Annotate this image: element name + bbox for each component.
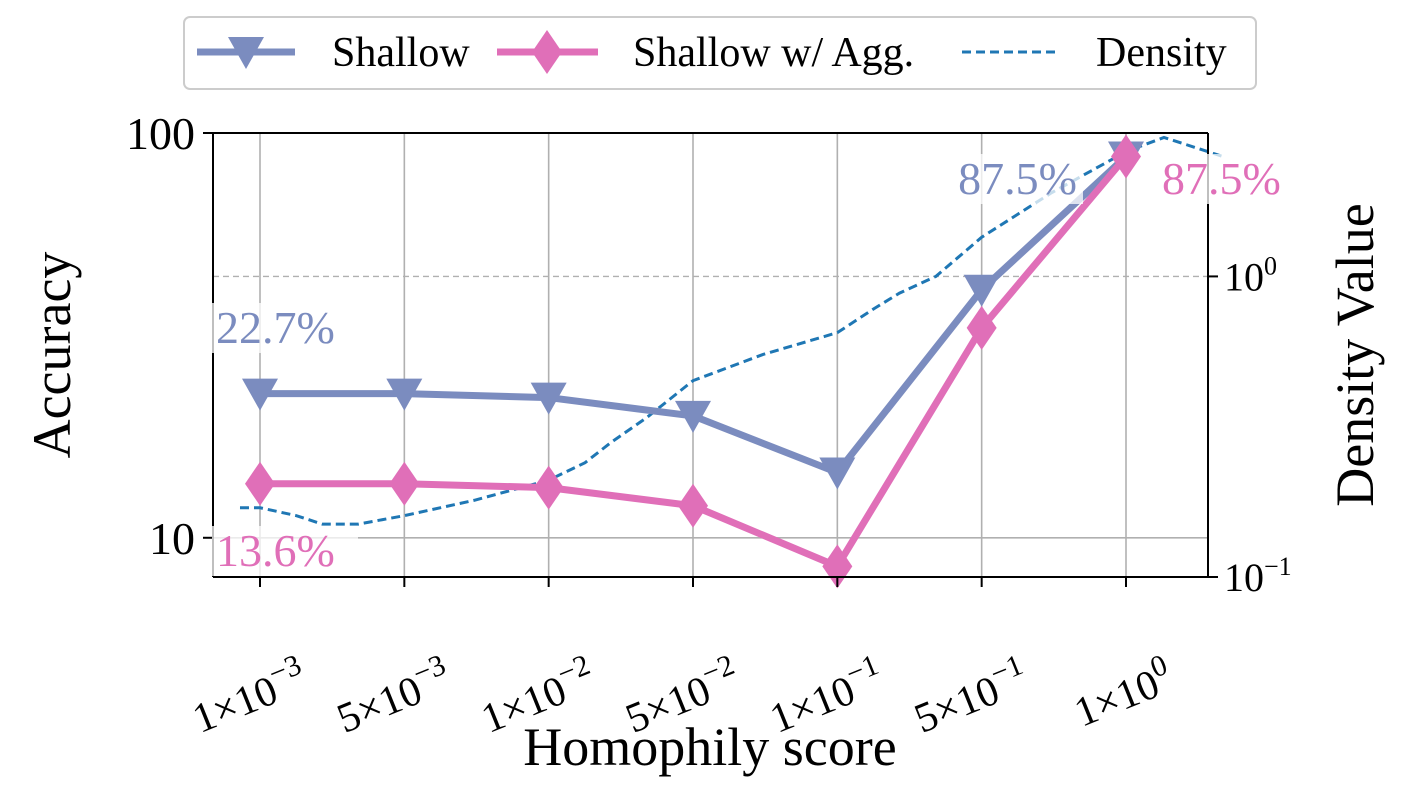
shallow-point bbox=[675, 400, 711, 433]
shallow-point bbox=[386, 378, 423, 411]
legend-label: Shallow w/ Agg. bbox=[633, 30, 914, 76]
shallow-agg-point bbox=[389, 461, 420, 506]
series-layer bbox=[239, 134, 1225, 589]
shallow-point bbox=[242, 378, 278, 411]
legend: Shallow Shallow w/ Agg. Density bbox=[183, 16, 1257, 90]
shallow-agg-point bbox=[678, 483, 708, 528]
data-label: 87.5% bbox=[958, 153, 1077, 204]
data-label: 13.6% bbox=[216, 525, 335, 576]
legend-label: Density bbox=[1096, 30, 1227, 76]
right-y-axis-label: Density Value bbox=[1325, 203, 1385, 506]
data-label: 22.7% bbox=[216, 302, 335, 353]
annotation-background bbox=[212, 526, 358, 576]
shallow-point bbox=[819, 457, 856, 490]
shallow-point bbox=[530, 382, 567, 415]
x-tick-label: 5×10−3 bbox=[328, 648, 458, 742]
x-tick-label: 1×10−3 bbox=[184, 648, 314, 742]
x-tick-label: 5×10−1 bbox=[905, 648, 1035, 742]
legend-shallow-agg-marker bbox=[532, 30, 562, 74]
x-tick-label: 1×100 bbox=[1065, 648, 1180, 736]
annotation-background bbox=[937, 154, 1083, 204]
y-axis-label: Accuracy bbox=[22, 252, 82, 459]
x-axis-label: Homophily score bbox=[523, 717, 896, 777]
right-y-tick-label: 100 bbox=[1224, 251, 1277, 299]
annotation-background bbox=[1158, 154, 1304, 204]
shallow-agg-point bbox=[245, 461, 275, 506]
legend-shallow-marker bbox=[228, 37, 264, 69]
shallow-agg-point bbox=[966, 305, 997, 350]
y-tick-label: 10 bbox=[149, 513, 195, 564]
data-label: 87.5% bbox=[1162, 153, 1281, 204]
right-y-tick-label: 10−1 bbox=[1224, 552, 1292, 600]
annotation-background bbox=[212, 303, 358, 353]
y-tick-label: 100 bbox=[126, 108, 195, 159]
shallow-point bbox=[963, 274, 1000, 307]
density-line bbox=[239, 135, 1225, 526]
legend-box bbox=[183, 16, 1257, 90]
shallow-agg-point bbox=[1111, 134, 1141, 179]
legend-label: Shallow bbox=[332, 30, 470, 76]
annotation-layer: 22.7% 13.6% 87.5% 87.5% bbox=[212, 153, 1304, 576]
shallow-agg-point bbox=[533, 465, 564, 510]
